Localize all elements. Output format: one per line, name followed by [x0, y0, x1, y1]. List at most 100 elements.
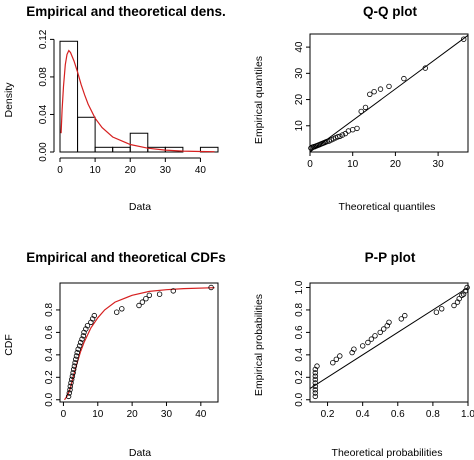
data-point	[67, 387, 73, 393]
data-point	[66, 390, 72, 396]
data-point	[139, 299, 146, 305]
data-point	[401, 75, 407, 82]
chart-title: Empirical and theoretical dens.	[26, 4, 226, 19]
chart-title: Empirical and theoretical CDFs	[26, 250, 226, 265]
data-point	[345, 128, 352, 134]
data-point	[312, 366, 318, 373]
data-point	[464, 284, 470, 291]
y-axis-label: Density	[3, 82, 15, 118]
x-tick-label: 1.0	[461, 409, 474, 420]
x-tick-label: 0.4	[356, 409, 370, 420]
y-tick-label: 0.6	[294, 325, 305, 339]
data-point	[381, 326, 387, 332]
y-tick-label: 40	[294, 41, 305, 53]
data-point	[71, 363, 78, 369]
data-point	[312, 373, 318, 379]
y-tick-label: 0.2	[44, 370, 55, 384]
histogram-bar	[94, 146, 114, 153]
y-tick-label: 10	[294, 120, 305, 132]
x-tick-label: 20	[390, 159, 402, 170]
data-point	[312, 383, 318, 389]
y-axis-label: Empirical probabilities	[253, 294, 265, 396]
plot-area-density: 0 10 20 30 40 0.00 0.04 0.08 0.12	[38, 29, 219, 176]
y-tick-label: 0.04	[38, 104, 49, 124]
data-point	[312, 376, 318, 383]
y-tick-label: 0.8	[44, 303, 55, 317]
data-point	[119, 306, 125, 312]
data-point	[84, 323, 91, 329]
x-tick-label: 10	[90, 165, 102, 176]
y-tick-label: 0.00	[38, 142, 49, 162]
data-point	[312, 390, 318, 396]
data-point	[402, 312, 408, 319]
x-axis-label: Data	[129, 201, 151, 213]
data-point	[77, 339, 84, 346]
histogram-bar	[129, 132, 149, 153]
data-point	[377, 86, 384, 92]
data-point	[65, 393, 72, 400]
data-point	[73, 353, 80, 359]
y-axis-label: Empirical quantiles	[253, 56, 265, 144]
data-point	[433, 309, 440, 315]
data-point	[351, 346, 357, 352]
y-tick-label: 0.4	[44, 347, 55, 361]
fitted-curve	[60, 49, 215, 153]
x-tick-label: 0.6	[391, 409, 405, 420]
panel-pp: P-P plot Theoretical probabilities Empir…	[253, 250, 474, 459]
histogram-bar	[77, 116, 96, 153]
x-tick-label: 0.2	[321, 409, 335, 420]
x-tick-label: 20	[125, 165, 137, 176]
data-point	[208, 284, 214, 291]
panel-qq: Q-Q plot Theoretical quantiles Empirical…	[253, 4, 469, 213]
plot-area-pp: 0.2 0.4 0.6 0.8 1.0 0.0 0.2 0.4 0.6 0.8 1.0	[294, 280, 474, 420]
data-point	[337, 353, 343, 359]
y-axis-label: CDF	[3, 334, 15, 356]
histogram-bar	[59, 40, 79, 153]
data-point	[170, 288, 176, 294]
x-tick-label: 0	[307, 159, 313, 170]
y-tick-label: 30	[294, 67, 305, 79]
data-point	[73, 356, 79, 362]
x-tick-label: 40	[195, 165, 207, 176]
data-point	[339, 132, 346, 138]
chart-title: P-P plot	[365, 250, 416, 265]
data-point	[386, 319, 392, 325]
data-point	[70, 366, 77, 373]
x-tick-label: 40	[195, 409, 207, 420]
histogram-bar	[112, 146, 131, 153]
data-point	[80, 333, 87, 339]
reference-line	[309, 34, 469, 153]
data-point	[358, 108, 364, 115]
y-tick-label: 0.12	[38, 29, 49, 49]
data-point	[76, 343, 83, 349]
data-point	[456, 296, 462, 302]
data-point	[368, 336, 375, 342]
data-point	[350, 126, 356, 133]
reference-line	[309, 287, 469, 389]
fitted-curve	[64, 287, 215, 401]
data-point	[372, 333, 378, 339]
data-point	[312, 370, 318, 376]
data-point	[360, 343, 366, 349]
data-point	[156, 291, 163, 297]
data-point	[461, 36, 467, 42]
data-point	[89, 316, 96, 322]
data-point	[91, 312, 97, 319]
data-point	[113, 309, 120, 315]
data-point	[75, 346, 81, 352]
y-tick-label: 0.6	[44, 325, 55, 339]
x-tick-label: 0	[61, 409, 67, 420]
x-tick-label: 10	[347, 159, 359, 170]
chart-title: Q-Q plot	[363, 4, 417, 19]
data-point	[83, 326, 89, 332]
data-point	[74, 349, 80, 356]
x-tick-label: 10	[92, 409, 104, 420]
plot-frame	[309, 282, 469, 403]
data-point	[398, 316, 404, 322]
data-point	[314, 363, 320, 369]
data-point	[422, 65, 428, 71]
data-point	[354, 125, 360, 132]
x-tick-label: 0	[57, 165, 63, 176]
data-point	[362, 104, 369, 111]
data-point	[312, 387, 318, 393]
